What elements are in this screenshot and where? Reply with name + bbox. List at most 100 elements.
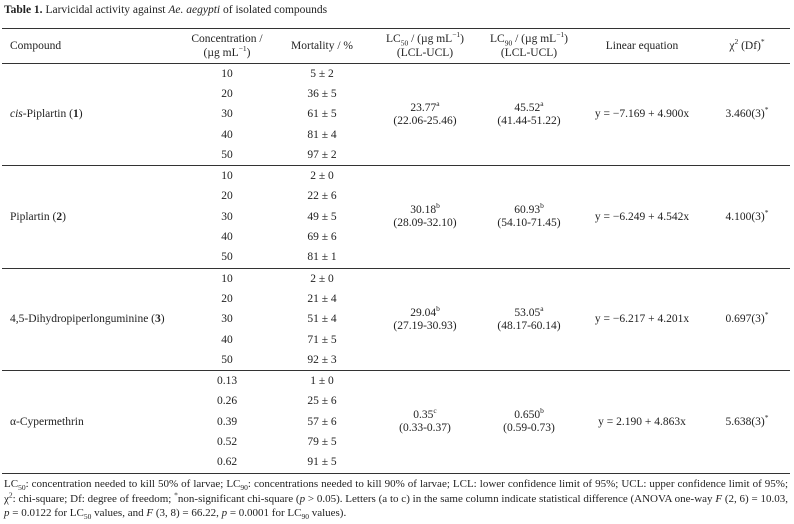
mortality-cell: 97 ± 2	[272, 145, 372, 167]
header-cell: Linear equation	[580, 28, 704, 64]
header-text: LC	[385, 33, 401, 45]
concentration-cell: 30	[221, 313, 233, 326]
lc90-value: 0.650	[514, 409, 541, 422]
header-text: LC	[489, 33, 505, 45]
header-text: (µg mL	[203, 47, 239, 59]
table-title: Table 1. Larvicidal activity against Ae.…	[4, 4, 327, 16]
equation-cell: y = −6.217 + 4.201x	[580, 268, 704, 372]
compound-name: 2	[56, 210, 63, 223]
concentration-cell: 0.26	[216, 395, 238, 408]
compound-name: )	[62, 210, 66, 223]
footnote-sub: 50	[83, 512, 92, 522]
mortality-cell: 2 ± 0	[310, 272, 334, 285]
compound-name: α-Cypermethrin	[10, 415, 84, 428]
mortality-cell: 79 ± 5	[307, 435, 337, 448]
mortality-cell: 71 ± 5	[307, 333, 337, 346]
lc50-letter: b	[436, 303, 440, 313]
header-cell: Concentration / (µg mL−1)	[182, 28, 272, 64]
footnote-italic: p	[299, 492, 306, 505]
footnote-italic: F	[715, 492, 723, 505]
lc50-ci: (22.06-25.46)	[393, 114, 457, 127]
mortality-cell: 81 ± 4	[307, 128, 337, 141]
concentration-cell: 50	[182, 145, 272, 167]
lc90-value: 60.93	[514, 204, 541, 217]
chi-star: *	[764, 105, 769, 115]
mortality-cell: 1 ± 0	[310, 375, 334, 388]
header-cell: LC50 / (µg mL−1) (LCL-UCL)	[372, 28, 478, 64]
table-row: 20 21 ± 4	[2, 289, 790, 309]
concentration-cell: 0.62	[182, 452, 272, 474]
table-row: cis-Piplartin (1) 10 5 ± 2 23.77a (22.06-25.…	[2, 63, 790, 167]
lc90-value: 53.05	[514, 306, 541, 319]
footnote-sub: 90	[301, 512, 309, 522]
compound-cell: 4,5-Dihydropiperlonguminine (3)	[2, 268, 182, 372]
lc90-cell: 60.93b (54.10-71.45)	[478, 165, 580, 269]
chi-cell: 4.100(3)*	[704, 165, 790, 269]
compound-name: 1	[72, 108, 79, 121]
lc90-letter: b	[540, 406, 544, 416]
footnote-text: (3, 8) = 66.22,	[153, 507, 222, 519]
table-row: 4,5-Dihydropiperlonguminine (3) 10 2 ± 0 29…	[2, 268, 790, 372]
header-sup: 2	[734, 37, 739, 47]
footnote-text: = 0.0001 for LC	[227, 507, 302, 519]
compound-name: )	[160, 313, 165, 326]
lc50-value: 0.35	[413, 409, 434, 422]
chi-cell: 5.638(3)*	[704, 370, 790, 474]
concentration-cell: 0.13	[216, 375, 238, 388]
table-row: 20 22 ± 6	[2, 187, 790, 207]
compound-name: cis	[10, 108, 23, 121]
table-row: 30 49 ± 5	[2, 207, 790, 227]
lc90-ci: (41.44-51.22)	[497, 114, 561, 127]
footnote-text: values).	[308, 507, 347, 519]
header-sub: 90	[504, 38, 513, 48]
lc50-ci: (27.19-30.93)	[393, 319, 457, 332]
header-text: )	[460, 33, 465, 45]
mortality-cell: 5 ± 2	[310, 67, 334, 80]
lc50-cell: 29.04b (27.19-30.93)	[372, 268, 478, 372]
chi-star: *	[764, 310, 769, 320]
header-cell: LC90 / (µg mL−1) (LCL-UCL)	[478, 28, 580, 64]
title-text: Larvicidal activity against	[45, 4, 169, 16]
lc50-ci: (28.09-32.10)	[393, 217, 457, 230]
table-row: 0.62 91 ± 5	[2, 452, 790, 474]
mortality-cell: 92 ± 3	[272, 350, 372, 372]
concentration-cell: 10	[221, 272, 233, 285]
table-row: 40 69 ± 6	[2, 227, 790, 247]
concentration-cell: 0.39	[216, 415, 238, 428]
header-sup: −1	[238, 44, 247, 54]
chi-star: *	[764, 412, 769, 422]
footnote-text: (2, 6) = 10.03,	[722, 492, 789, 505]
footnote-italic: F	[146, 507, 154, 519]
footnote-text: > 0.05). Letters (a to c) in the same co…	[305, 492, 716, 505]
concentration-cell: 40	[221, 128, 233, 141]
compound-name: Piplartin (	[10, 210, 57, 223]
concentration-cell: 10	[221, 170, 233, 183]
table-row: Piplartin (2) 10 2 ± 0 30.18b (28.09-32.10) 6…	[2, 165, 790, 269]
concentration-cell: 30	[221, 210, 233, 223]
compound-cell: cis-Piplartin (1)	[2, 63, 182, 167]
header-sup: *	[760, 37, 765, 47]
lc50-value: 29.04	[410, 306, 437, 319]
equation-cell: y = −7.169 + 4.900x	[580, 63, 704, 167]
footnote-text: = 0.0122 for LC	[9, 507, 84, 519]
chi-cell: 0.697(3)*	[704, 268, 790, 372]
lc90-letter: a	[540, 303, 544, 313]
table-body: cis-Piplartin (1) 10 5 ± 2 23.77a (22.06-25.…	[2, 63, 790, 474]
table-row: 30 51 ± 4	[2, 310, 790, 330]
compound-name: 4,5-Dihydropiperlonguminine (	[10, 313, 156, 326]
mortality-cell: 61 ± 5	[307, 108, 337, 121]
footnote-text: values, and	[91, 507, 147, 519]
header-text: (LCL-UCL)	[396, 47, 454, 59]
concentration-cell: 20	[221, 87, 233, 100]
data-table: Compound Concentration / (µg mL−1) Mortal…	[2, 28, 790, 474]
table-row: α-Cypermethrin 0.13 1 ± 0 0.35c (0.33-0.37) 0…	[2, 370, 790, 474]
footnote-sub: 90	[240, 483, 248, 493]
header-sup: −1	[556, 30, 565, 40]
mortality-cell: 57 ± 6	[307, 415, 337, 428]
table-row: 50 92 ± 3	[2, 350, 790, 372]
table-row: 40 81 ± 4	[2, 125, 790, 145]
lc90-letter: b	[540, 201, 544, 211]
footnote-sub: 50	[18, 483, 26, 493]
mortality-cell: 25 ± 6	[307, 395, 337, 408]
lc90-letter: a	[540, 98, 544, 108]
